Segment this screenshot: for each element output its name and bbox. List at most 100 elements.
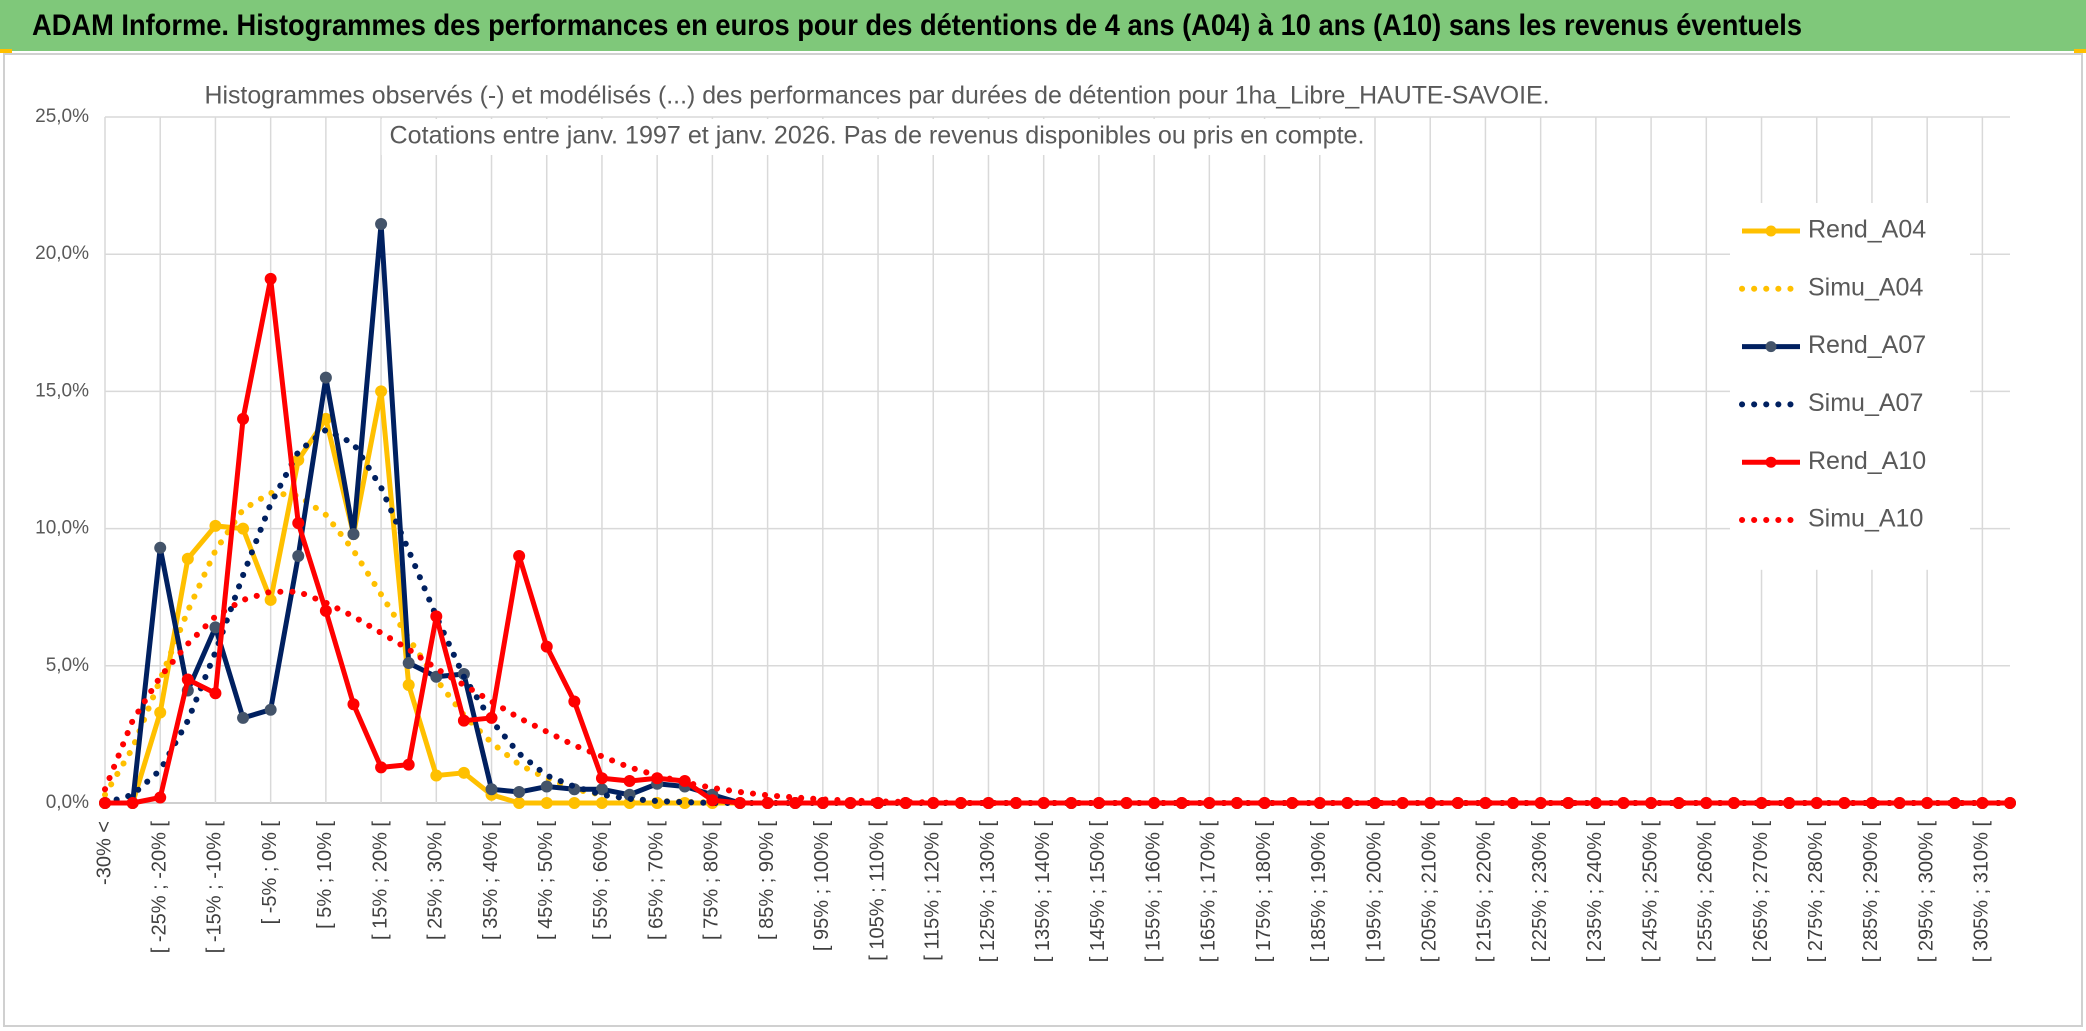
- point-marker: [375, 385, 388, 398]
- point-marker: [789, 797, 802, 809]
- x-tick-label: [ 75% ; 80% [: [701, 821, 723, 940]
- x-tick-label: [ 135% ; 140% [: [1032, 821, 1054, 963]
- x-tick-label: [ 155% ; 160% [: [1142, 821, 1164, 963]
- point-marker: [319, 604, 332, 617]
- x-tick-label: [ 45% ; 50% [: [535, 821, 557, 940]
- x-tick-label: [ 235% ; 240% [: [1584, 821, 1606, 963]
- x-tick-label: [ -5% ; 0% [: [259, 821, 281, 925]
- point-marker: [734, 797, 746, 809]
- point-marker: [264, 272, 277, 285]
- point-marker: [154, 541, 167, 554]
- x-tick-label: [ 255% ; 260% [: [1695, 821, 1717, 963]
- legend-label: Simu_A04: [1808, 273, 1923, 301]
- point-marker: [237, 711, 250, 724]
- legend-marker: [1765, 225, 1777, 237]
- point-marker: [402, 758, 415, 771]
- legend-marker: [1765, 341, 1777, 353]
- y-tick-label: 5,0%: [46, 655, 89, 676]
- point-marker: [154, 706, 167, 719]
- legend-marker: [1765, 456, 1777, 468]
- x-tick-label: [ 245% ; 250% [: [1639, 821, 1661, 963]
- subtitle-backdrop: [196, 79, 1558, 115]
- x-tick-label: -30% <: [93, 821, 115, 885]
- point-marker: [126, 797, 139, 809]
- point-marker: [485, 711, 498, 724]
- point-marker: [568, 797, 581, 809]
- legend-label: Rend_A04: [1808, 216, 1926, 244]
- x-tick-label: [ 305% ; 310% [: [1971, 821, 1993, 963]
- point-marker: [513, 786, 526, 799]
- point-marker: [181, 673, 194, 686]
- point-marker: [595, 797, 608, 809]
- point-marker: [402, 679, 415, 692]
- point-marker: [292, 550, 305, 563]
- x-tick-label: [ 285% ; 290% [: [1860, 821, 1882, 963]
- chart-subtitle: Cotations entre janv. 1997 et janv. 2026…: [390, 122, 1365, 150]
- point-marker: [347, 528, 360, 541]
- point-marker: [319, 371, 332, 384]
- point-marker: [2004, 797, 2016, 809]
- point-marker: [209, 519, 222, 532]
- x-tick-label: [ 215% ; 220% [: [1474, 821, 1496, 963]
- legend-label: Simu_A07: [1808, 389, 1923, 417]
- series-line: [102, 588, 2013, 806]
- point-marker: [761, 797, 774, 809]
- x-tick-label: [ 15% ; 20% [: [369, 821, 391, 940]
- point-marker: [457, 714, 470, 727]
- point-marker: [237, 522, 250, 535]
- y-tick-label: 20,0%: [35, 243, 89, 264]
- point-marker: [430, 670, 443, 683]
- x-tick-label: [ 185% ; 190% [: [1308, 821, 1330, 963]
- chart-subtitle: Histogrammes observés (-) et modélisés (…: [205, 82, 1550, 110]
- x-tick-label: [ 25% ; 30% [: [425, 821, 447, 940]
- y-tick-label: 10,0%: [35, 518, 89, 539]
- point-marker: [485, 783, 498, 796]
- point-marker: [430, 610, 443, 623]
- x-tick-label: [ 175% ; 180% [: [1253, 821, 1275, 963]
- point-marker: [430, 769, 443, 782]
- subtitle-backdrop: [381, 119, 1373, 155]
- x-tick-label: [ -25% ; -20% [: [148, 821, 170, 954]
- point-marker: [513, 797, 526, 809]
- point-marker: [595, 772, 608, 785]
- point-marker: [457, 766, 470, 779]
- legend-label: Rend_A07: [1808, 331, 1926, 359]
- point-marker: [347, 698, 360, 711]
- x-tick-label: [ 125% ; 130% [: [977, 821, 999, 963]
- point-marker: [375, 218, 388, 231]
- point-marker: [264, 703, 277, 716]
- point-marker: [154, 791, 167, 804]
- legend-label: Rend_A10: [1808, 447, 1926, 475]
- y-tick-label: 0,0%: [46, 792, 89, 813]
- point-marker: [513, 550, 526, 563]
- x-tick-label: [ -15% ; -10% [: [204, 821, 226, 954]
- point-marker: [209, 687, 222, 700]
- header-bar: [0, 0, 2086, 51]
- x-tick-label: [ 55% ; 60% [: [590, 821, 612, 940]
- x-tick-label: [ 295% ; 300% [: [1915, 821, 1937, 963]
- x-tick-label: [ 275% ; 280% [: [1805, 821, 1827, 963]
- point-marker: [181, 552, 194, 565]
- legend-backdrop: [1730, 203, 1970, 570]
- point-marker: [237, 412, 250, 425]
- point-marker: [706, 794, 719, 807]
- x-tick-label: [ 85% ; 90% [: [756, 821, 778, 940]
- x-tick-label: [ 225% ; 230% [: [1529, 821, 1551, 963]
- x-tick-label: [ 265% ; 270% [: [1750, 821, 1772, 963]
- corner: [2074, 49, 2086, 53]
- legend-label: Simu_A10: [1808, 505, 1923, 533]
- point-marker: [402, 657, 415, 670]
- point-marker: [540, 640, 553, 653]
- x-tick-label: [ 205% ; 210% [: [1418, 821, 1440, 963]
- corner: [0, 49, 12, 53]
- point-marker: [540, 780, 553, 793]
- x-tick-label: [ 35% ; 40% [: [480, 821, 502, 940]
- point-marker: [99, 797, 111, 809]
- x-tick-label: [ 195% ; 200% [: [1363, 821, 1385, 963]
- point-marker: [568, 695, 581, 708]
- x-tick-label: [ 5% ; 10% [: [314, 821, 336, 929]
- x-tick-label: [ 105% ; 110% [: [866, 821, 888, 961]
- x-tick-label: [ 145% ; 150% [: [1087, 821, 1109, 963]
- point-marker: [623, 775, 636, 788]
